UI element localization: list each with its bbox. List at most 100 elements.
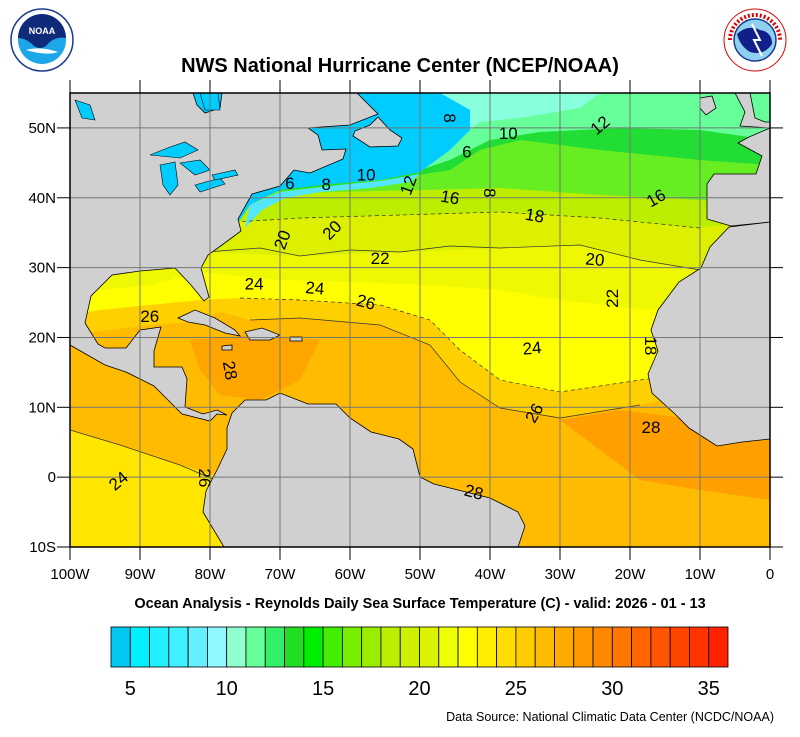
lon-tick-label: 80W	[195, 566, 227, 583]
colorbar-swatch	[322, 626, 343, 668]
newfoundland-land	[352, 116, 403, 148]
lat-tick-label: 30N	[28, 260, 56, 277]
lake	[211, 169, 239, 181]
lat-tick-label: 20N	[28, 329, 56, 346]
colorbar-swatch	[476, 626, 498, 668]
contour-label: 20	[585, 249, 606, 270]
lon-tick-label: 60W	[335, 566, 367, 583]
europe-land	[706, 127, 770, 227]
svg-text:NOAA: NOAA	[29, 26, 56, 36]
colorbar-swatch	[631, 626, 652, 668]
colorbar-swatch	[303, 626, 324, 668]
contour-label: 10	[357, 166, 376, 185]
isotherm-line	[249, 317, 641, 419]
contour-label: 18	[641, 336, 660, 355]
colorbar-label: 25	[505, 678, 527, 700]
contour-label: 28	[462, 481, 485, 504]
contour-label: 8	[440, 113, 459, 122]
sst-band-shelf	[245, 174, 420, 228]
contour-label: 6	[462, 143, 471, 162]
contour-label: 28	[219, 359, 241, 381]
lon-tick-label: 20W	[615, 566, 647, 583]
nws-logo	[723, 8, 787, 72]
colorbar-swatch	[592, 626, 613, 668]
colorbar-swatch	[438, 626, 459, 668]
page-title: NWS National Hurricane Center (NCEP/NOAA…	[181, 55, 619, 77]
isotherm-line	[239, 297, 701, 393]
contour-label: 10	[499, 124, 518, 143]
colorbar-swatch	[207, 626, 228, 668]
lat-tick-label: 0	[48, 469, 56, 486]
lon-tick-label: 50W	[405, 566, 437, 583]
cuba-land	[176, 309, 242, 337]
colorbar-swatch	[226, 626, 247, 668]
colorbar-swatch	[419, 626, 440, 668]
lon-tick-label: 40W	[475, 566, 507, 583]
lon-tick-label: 70W	[265, 566, 297, 583]
lon-tick-label: 30W	[545, 566, 577, 583]
colorbar-swatch	[457, 626, 478, 668]
colorbar-swatch	[264, 626, 285, 668]
colorbar-swatch	[669, 626, 690, 668]
colorbar-swatch	[534, 626, 555, 668]
colorbar-swatch	[341, 626, 363, 668]
lake	[159, 161, 179, 196]
colorbar-swatch	[129, 626, 150, 668]
colorbar-swatch	[110, 626, 131, 668]
colorbar-swatch	[496, 626, 517, 668]
colorbar-swatch	[611, 626, 632, 668]
lon-tick-label: 90W	[125, 566, 157, 583]
colorbar-label: 30	[601, 678, 623, 700]
contour-label: 26	[140, 307, 159, 326]
contour-label: 18	[524, 205, 546, 227]
colorbar-label: 5	[125, 678, 136, 700]
sst-band-28-caribbean	[190, 335, 320, 400]
sst-band-pacific-24	[70, 430, 230, 547]
colorbar-label: 35	[698, 678, 720, 700]
colorbar-label: 10	[216, 678, 238, 700]
contour-label: 6	[285, 174, 294, 193]
contour-label: 24	[245, 275, 264, 294]
colorbar-swatch	[650, 626, 671, 668]
colorbar-label: 20	[408, 678, 430, 700]
colorbar-swatch	[689, 626, 710, 668]
colorbar-swatch	[245, 626, 266, 668]
colorbar-swatch	[573, 626, 594, 668]
contour-label: 24	[305, 278, 326, 299]
colorbar-label: 15	[312, 678, 334, 700]
africa-land	[647, 221, 770, 447]
contour-label: 8	[480, 188, 499, 197]
colorbar-swatch	[284, 626, 305, 668]
colorbar: 5 10 15 20 25 30 35	[110, 626, 729, 700]
map-subtitle: Ocean Analysis - Reynolds Daily Sea Surf…	[134, 596, 706, 612]
lat-tick-label: 10N	[28, 399, 56, 416]
contour-label: 22	[603, 289, 622, 308]
britain-land	[734, 93, 770, 129]
colorbar-swatch	[168, 626, 189, 668]
south-america-land	[202, 392, 526, 547]
lat-tick-label: 40N	[28, 190, 56, 207]
contour-label: 8	[321, 175, 330, 194]
lake	[74, 99, 96, 121]
colorbar-swatch	[399, 626, 420, 668]
isotherm-line	[70, 429, 216, 481]
colorbar-swatch	[187, 626, 208, 668]
colorbar-swatch	[515, 626, 536, 668]
lon-tick-label: 0	[766, 566, 774, 583]
colorbar-swatch	[380, 626, 401, 668]
lat-tick-label: 50N	[28, 120, 56, 137]
colorbar-swatch	[361, 626, 382, 668]
contour-label: 26	[195, 468, 214, 487]
contour-label: 16	[439, 187, 461, 209]
lat-tick-label: 10S	[29, 539, 56, 556]
lake	[149, 141, 199, 159]
lon-tick-label: 100W	[50, 566, 90, 583]
contour-label: 26	[354, 291, 377, 314]
data-source: Data Source: National Climatic Data Cent…	[446, 710, 774, 724]
colorbar-swatch	[554, 626, 575, 668]
jamaica-land	[221, 344, 233, 351]
contour-label: 22	[371, 249, 390, 268]
contour-label: 28	[642, 418, 661, 437]
